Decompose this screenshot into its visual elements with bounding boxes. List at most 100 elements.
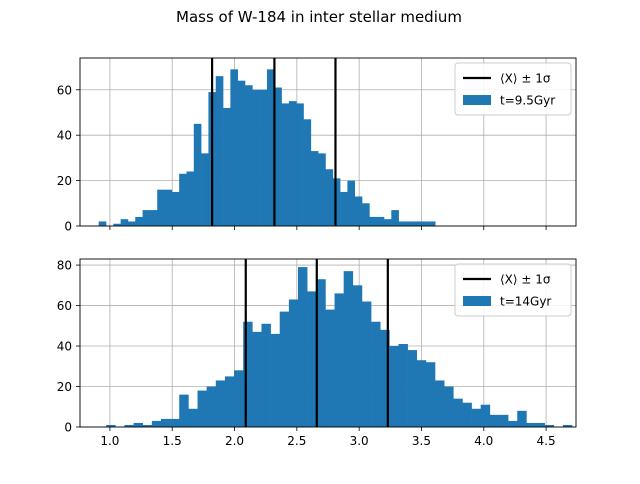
histogram-bar <box>425 362 436 427</box>
histogram-bar <box>340 191 348 226</box>
histogram-bar <box>243 321 253 427</box>
x-tick-label: 1.5 <box>163 434 182 448</box>
x-tick-label: 4.5 <box>537 434 556 448</box>
y-tick-label: 80 <box>57 259 72 273</box>
legend: ⟨X⟩ ± 1σ t=14Gyr <box>454 263 572 317</box>
histogram-bar <box>535 422 545 427</box>
histogram-bar <box>259 89 268 226</box>
y-tick-label: 20 <box>57 174 72 188</box>
legend-label-series: t=14Gyr <box>500 295 551 309</box>
histogram-bar <box>164 189 173 226</box>
histogram-bar <box>288 101 297 226</box>
histogram-bar <box>318 153 326 226</box>
legend-bar-swatch <box>463 296 491 306</box>
histogram-bar <box>170 418 180 427</box>
histogram-bar <box>413 221 421 226</box>
histogram-bar <box>362 203 370 226</box>
histogram-bar <box>352 285 363 427</box>
x-tick-label: 3.5 <box>412 434 431 448</box>
x-tick-label: 1.0 <box>100 434 119 448</box>
histogram-bar <box>343 271 354 427</box>
histogram-bar <box>376 216 385 226</box>
histogram-bar <box>544 424 555 427</box>
y-tick-label: 60 <box>57 299 72 313</box>
axes-frame <box>79 57 577 227</box>
histogram-bar <box>453 398 463 427</box>
histogram-bar <box>245 85 253 226</box>
axes-frame <box>79 258 577 428</box>
histogram-bar <box>215 380 226 427</box>
histogram-bar <box>98 221 107 226</box>
histogram-bar <box>171 191 180 226</box>
y-tick-label: 0 <box>64 421 72 435</box>
x-tick-label: 2.0 <box>225 434 244 448</box>
histogram-bar <box>288 299 299 427</box>
histogram-bar <box>279 311 290 427</box>
histogram-bar <box>316 279 326 427</box>
histogram-bar <box>261 323 271 427</box>
histogram-bar <box>160 418 171 427</box>
x-tick-label: 4.0 <box>474 434 493 448</box>
histogram-bar <box>270 333 281 427</box>
histogram-bar <box>179 173 187 226</box>
histogram-bar <box>281 103 290 226</box>
legend-bar-swatch <box>463 95 491 105</box>
y-tick-label: 40 <box>57 340 72 354</box>
y-tick-label: 60 <box>57 83 72 97</box>
legend-label-series: t=9.5Gyr <box>500 94 555 108</box>
histogram-bar <box>106 424 116 427</box>
histogram-bar <box>380 329 390 427</box>
legend-label-sigma: ⟨X⟩ ± 1σ <box>500 72 551 86</box>
histogram-bar <box>274 87 282 226</box>
histogram-bar <box>224 376 235 427</box>
legend-label-sigma: ⟨X⟩ ± 1σ <box>500 273 551 287</box>
histogram-bar <box>215 76 224 226</box>
histogram-bar <box>230 69 238 226</box>
top-histogram-axes: 0 20 40 60 ⟨X⟩ ± 1σ t=9.5Gyr <box>57 57 577 234</box>
histogram-bar <box>179 394 189 427</box>
histogram-bar <box>480 404 491 427</box>
histogram-bar <box>135 216 143 226</box>
histogram-bar <box>427 221 436 226</box>
histogram-bar <box>325 169 334 226</box>
y-tick-label: 40 <box>57 129 72 143</box>
figure-title: Mass of W-184 in inter stellar medium <box>176 8 462 26</box>
histogram-bar <box>383 219 392 226</box>
histogram-bar <box>237 80 246 227</box>
histogram-bar <box>252 89 260 226</box>
histogram-bar <box>307 291 317 427</box>
histogram-bar <box>354 196 363 226</box>
histogram-bar <box>407 350 418 427</box>
histogram-bar <box>398 221 407 226</box>
histogram-bar <box>471 408 482 427</box>
histogram-bar <box>266 69 275 226</box>
histogram-bar <box>517 410 527 427</box>
histogram-bar <box>371 321 381 427</box>
histogram-bar <box>391 210 399 226</box>
histogram-bar <box>334 293 344 427</box>
histogram-bar <box>325 309 335 427</box>
histogram-bar <box>296 103 304 226</box>
histogram-bar <box>113 223 121 226</box>
histogram-bar <box>197 390 207 427</box>
histogram-bar <box>435 380 445 427</box>
histogram-bar <box>498 414 509 427</box>
histogram-bar <box>303 119 312 226</box>
histogram-bar <box>389 346 399 427</box>
histogram-bar <box>234 370 244 427</box>
histogram-bar <box>310 151 319 226</box>
histogram-bar <box>127 221 136 226</box>
histogram-bar <box>298 267 308 427</box>
histogram-bar <box>252 331 262 427</box>
x-tick-label: 2.5 <box>287 434 306 448</box>
bottom-histogram-axes: 1.0 1.5 2.0 2.5 3.0 3.5 4.0 4.5 0 20 40 60 80 ⟨X⟩ ± 1… <box>57 258 577 448</box>
histogram-bar <box>332 178 341 226</box>
histogram-bar <box>142 210 151 226</box>
histogram-bar <box>444 386 454 427</box>
histogram-bar <box>186 171 195 226</box>
histogram-bar <box>526 422 536 427</box>
histogram-bar <box>489 414 500 427</box>
histogram-bar <box>562 424 573 427</box>
histogram-bar <box>347 180 356 226</box>
